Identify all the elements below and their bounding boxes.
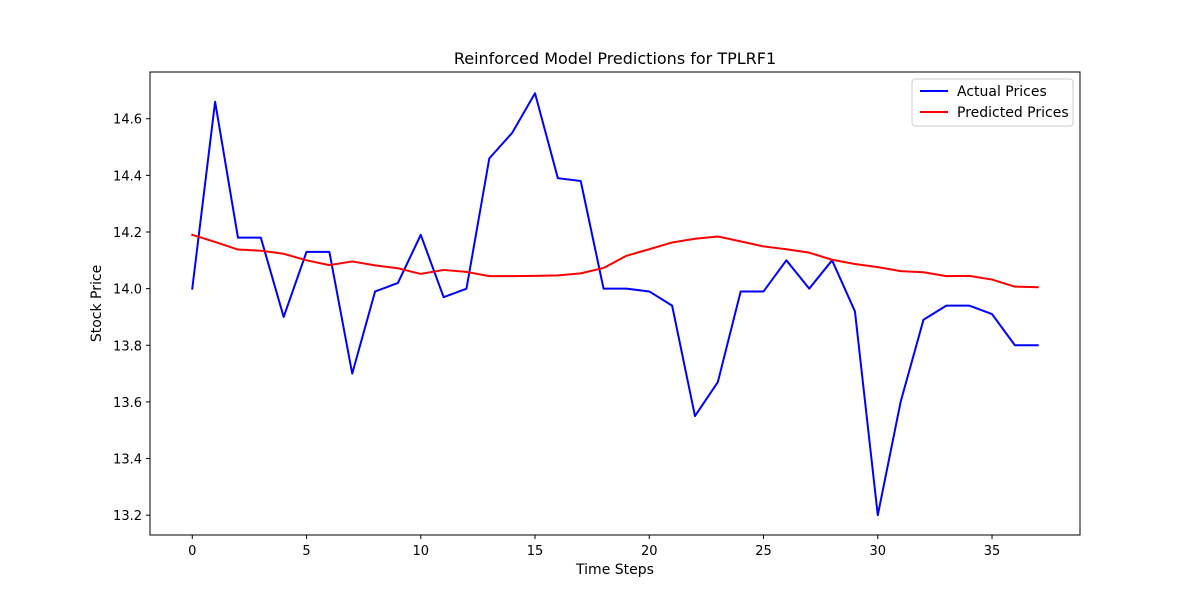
y-tick-label: 13.8 [113,339,142,354]
y-axis-ticks: 13.2 13.4 13.6 13.8 14.0 14.2 14.4 14.6 [113,113,150,524]
y-tick-label: 14.0 [113,283,142,298]
legend-label-predicted-prices: Predicted Prices [957,105,1069,121]
x-tick-label: 15 [527,544,544,559]
legend-label-actual-prices: Actual Prices [957,84,1047,100]
legend: Actual Prices Predicted Prices [911,78,1074,127]
series-line-actual-prices [191,92,1039,517]
y-tick-label: 13.6 [113,396,142,411]
y-axis-label: Stock Price [89,265,105,342]
x-tick-label: 35 [984,544,1001,559]
x-tick-label: 10 [413,544,430,559]
y-tick-label: 13.2 [113,509,142,524]
y-tick-label: 13.4 [113,453,142,468]
x-tick-label: 0 [188,544,196,559]
x-tick-label: 5 [302,544,310,559]
plot-frame [149,71,1081,536]
legend-box [911,78,1074,127]
y-tick-label: 14.2 [113,226,142,241]
x-tick-label: 30 [870,544,887,559]
chart-title: Reinforced Model Predictions for TPLRF1 [454,49,776,68]
x-tick-label: 25 [755,544,772,559]
series-line-predicted-prices [191,233,1039,289]
x-tick-label: 20 [641,544,658,559]
x-axis-label: Time Steps [575,562,654,578]
x-axis-ticks: 0 5 10 15 20 25 30 35 [188,535,1000,559]
y-tick-label: 14.6 [113,113,142,128]
y-tick-label: 14.4 [113,169,142,184]
plot-area [191,92,1039,517]
